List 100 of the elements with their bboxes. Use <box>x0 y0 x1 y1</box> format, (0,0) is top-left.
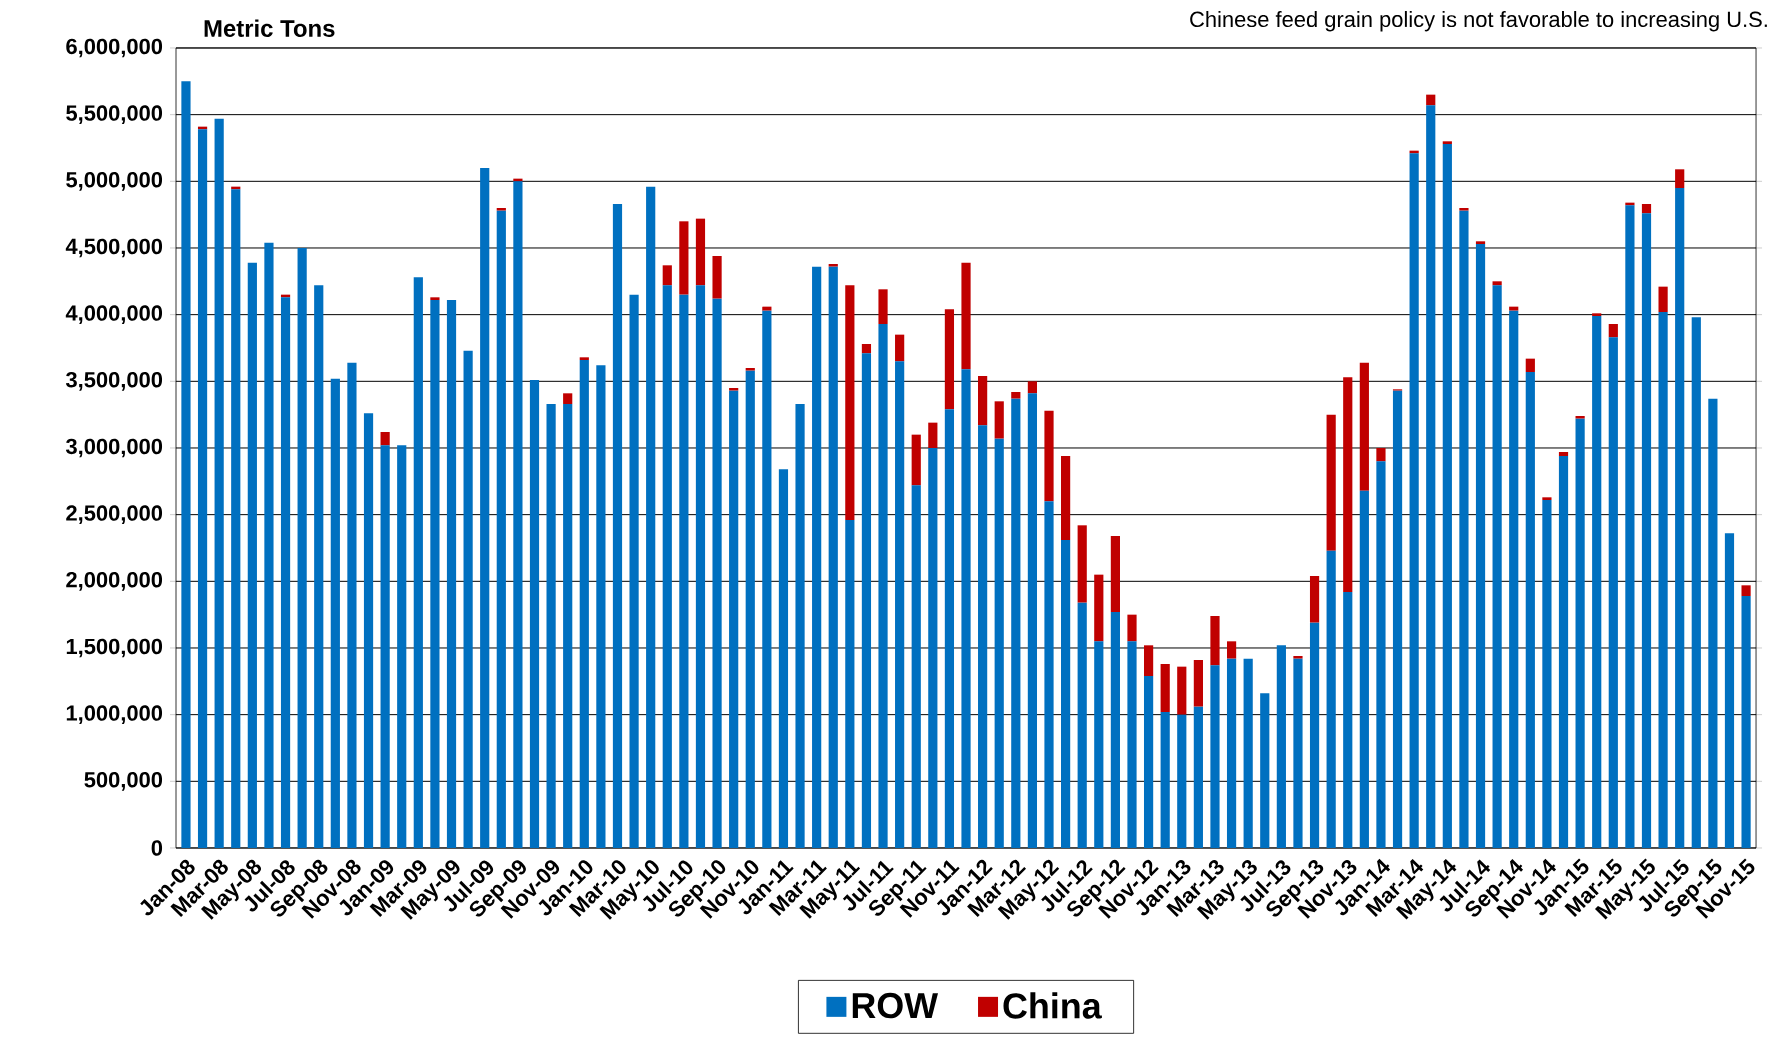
y-tick-label: 1,000,000 <box>66 705 163 725</box>
bar <box>928 447 938 848</box>
bar <box>563 393 573 404</box>
bar <box>264 242 274 848</box>
bar <box>1741 595 1751 848</box>
bar <box>1608 337 1618 848</box>
bar <box>1509 310 1519 848</box>
bar <box>1575 418 1585 848</box>
bar <box>845 285 855 520</box>
bar <box>1210 665 1220 848</box>
bar <box>1110 535 1120 612</box>
bar <box>729 387 739 391</box>
text: Chinese feed grain policy is not favorable to increasing U.S. <box>1190 11 1767 32</box>
bar <box>1658 286 1668 312</box>
bar <box>729 390 739 848</box>
bar <box>928 422 938 448</box>
bar <box>646 186 656 848</box>
bar <box>513 181 523 848</box>
bar <box>1210 615 1220 666</box>
bar <box>1160 663 1170 712</box>
y-tick-label: 2,000,000 <box>66 571 163 591</box>
bar <box>944 409 955 848</box>
bar <box>1027 381 1038 394</box>
bar <box>1226 658 1237 848</box>
y-tick-label: 4,000,000 <box>65 305 163 325</box>
bar <box>612 203 623 848</box>
bar <box>1276 645 1286 848</box>
bar <box>745 370 755 848</box>
bar <box>1110 611 1120 848</box>
bar <box>1558 451 1569 456</box>
bar <box>944 309 955 410</box>
bar <box>247 262 257 848</box>
bar <box>861 343 872 354</box>
y-tick-label: 2,500,000 <box>66 505 163 525</box>
bar <box>1293 658 1303 848</box>
bar <box>712 255 722 299</box>
bar <box>1143 645 1154 676</box>
bar <box>1177 714 1187 848</box>
bar <box>1343 591 1353 848</box>
bar <box>330 378 340 848</box>
bar <box>397 445 407 848</box>
bar <box>762 310 772 848</box>
y-tick-label: 3,000,000 <box>65 438 163 458</box>
bar <box>812 266 822 848</box>
bar <box>1011 398 1021 848</box>
y-axis-title: Metric Tons <box>204 19 335 37</box>
bar <box>1392 390 1403 848</box>
bar <box>1542 497 1552 500</box>
bar <box>1691 317 1701 848</box>
bar <box>1061 539 1071 848</box>
bar <box>1127 641 1137 848</box>
bar <box>1409 153 1419 848</box>
bar <box>911 434 921 486</box>
bar <box>778 469 789 848</box>
bar <box>695 218 706 286</box>
bar <box>1193 659 1203 707</box>
bar <box>745 367 755 371</box>
bar <box>446 299 457 848</box>
bar <box>1260 693 1270 848</box>
bar <box>1293 655 1303 659</box>
bar <box>978 375 988 426</box>
bar <box>1027 393 1038 848</box>
bar <box>1459 207 1469 211</box>
bar <box>828 266 838 848</box>
bar <box>1525 371 1535 848</box>
bar <box>762 306 772 311</box>
y-tick-label: 1,500,000 <box>66 638 163 658</box>
bar <box>695 285 706 848</box>
bar <box>1475 243 1486 848</box>
bar <box>1376 447 1386 462</box>
bar <box>961 262 971 370</box>
bar <box>314 285 324 848</box>
bar <box>1226 641 1237 659</box>
bar <box>1376 461 1386 848</box>
y-tick-label: 0 <box>151 840 163 856</box>
bar <box>1177 666 1187 715</box>
bar <box>529 379 540 848</box>
bar <box>1592 313 1602 316</box>
bar <box>1326 550 1336 848</box>
bar <box>463 350 473 848</box>
bar <box>596 365 606 848</box>
bar <box>1558 455 1569 848</box>
bar <box>1625 205 1635 848</box>
bar <box>363 413 374 848</box>
bar <box>1442 141 1452 144</box>
bar <box>1061 455 1071 540</box>
bar <box>861 353 872 848</box>
bar <box>662 285 672 848</box>
bar <box>895 361 905 848</box>
bar <box>1193 706 1203 848</box>
bar <box>1143 675 1154 848</box>
bar <box>1326 414 1336 551</box>
bar <box>845 519 855 848</box>
bar <box>994 401 1004 439</box>
bar <box>214 118 224 848</box>
bar <box>679 221 689 295</box>
bar <box>1525 358 1535 372</box>
bar <box>579 359 589 848</box>
bar <box>380 431 390 446</box>
bar <box>480 167 490 848</box>
